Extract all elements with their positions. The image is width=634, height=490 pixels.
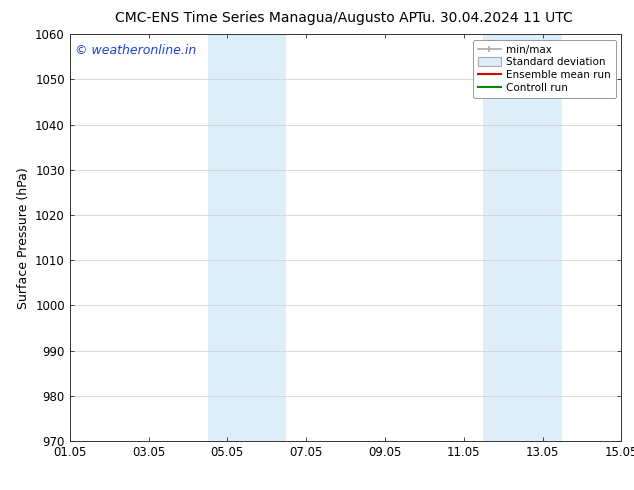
Legend: min/max, Standard deviation, Ensemble mean run, Controll run: min/max, Standard deviation, Ensemble me…: [473, 40, 616, 98]
Text: © weatheronline.in: © weatheronline.in: [75, 45, 197, 57]
Bar: [483, 34, 562, 441]
Text: Tu. 30.04.2024 11 UTC: Tu. 30.04.2024 11 UTC: [416, 11, 573, 25]
Text: CMC-ENS Time Series Managua/Augusto AP: CMC-ENS Time Series Managua/Augusto AP: [115, 11, 417, 25]
Y-axis label: Surface Pressure (hPa): Surface Pressure (hPa): [16, 167, 30, 309]
Bar: [207, 34, 287, 441]
